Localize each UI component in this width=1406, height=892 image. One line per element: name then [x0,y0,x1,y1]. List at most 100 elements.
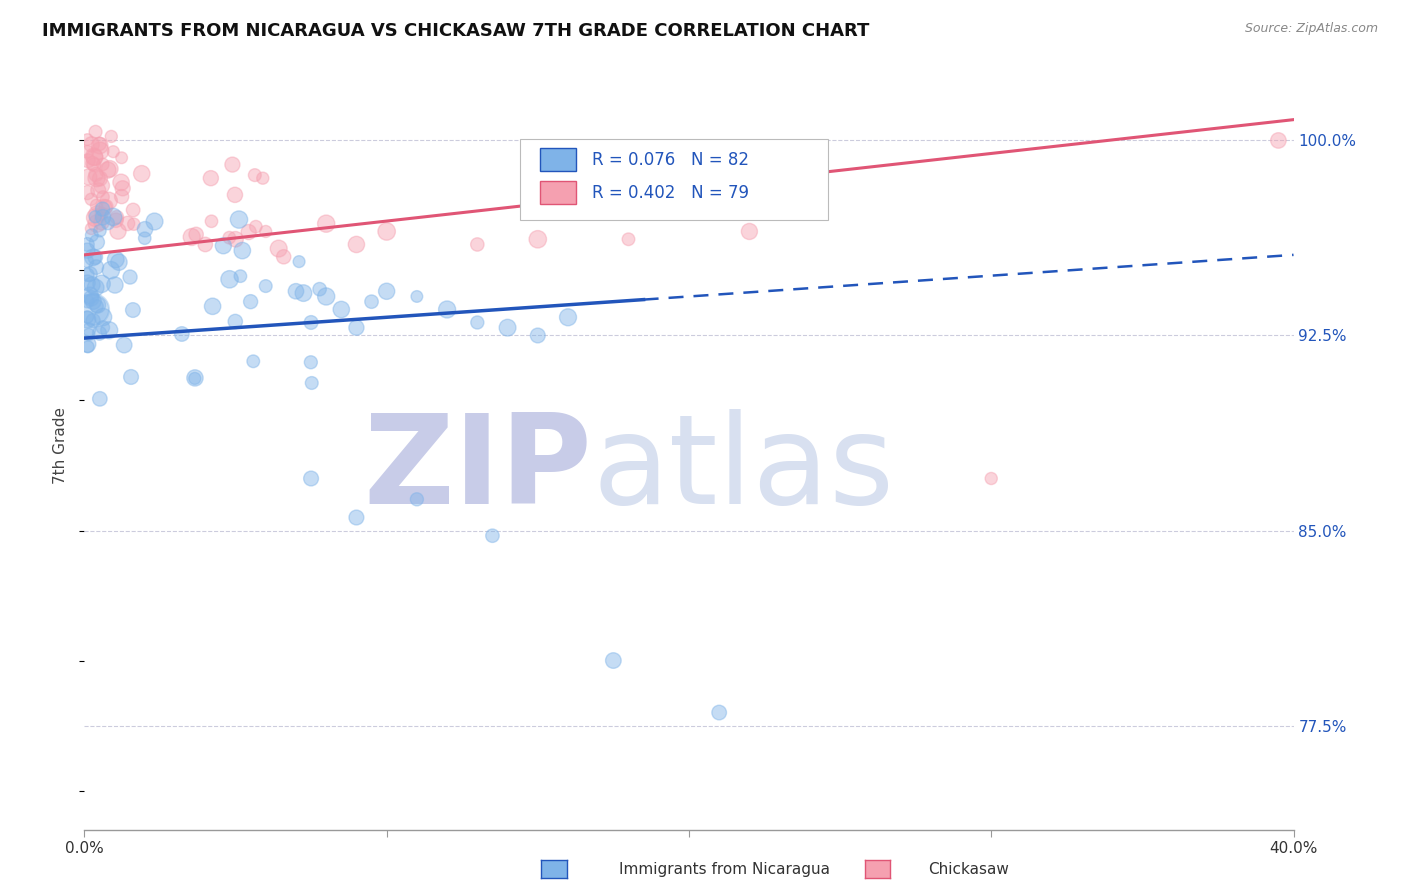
Point [120,370,142,384]
Point [315,217,337,231]
Point [82,302,104,317]
Point [254,224,277,238]
Point [1267,133,1289,147]
Point [184,371,207,385]
Point [82,251,104,265]
Point [194,237,217,252]
Point [980,471,1002,485]
Point [103,145,125,159]
Point [496,320,519,334]
Point [218,230,240,244]
Point [111,151,134,165]
Bar [540,148,576,171]
Point [90,207,112,221]
Point [89,136,111,151]
Point [242,354,264,368]
Point [170,326,193,341]
Point [602,654,624,668]
Point [98,161,121,176]
Point [122,303,145,318]
Point [76,254,98,268]
Point [91,202,114,216]
Point [91,320,114,334]
Point [105,213,128,227]
Point [346,237,368,252]
Point [76,276,98,290]
FancyBboxPatch shape [520,139,828,219]
Point [238,225,260,239]
Point [76,310,98,324]
Point [86,217,108,231]
Point [86,235,108,249]
Text: atlas: atlas [592,409,894,530]
Point [111,181,134,195]
Y-axis label: 7th Grade: 7th Grade [53,408,69,484]
Point [107,224,129,238]
Point [111,189,134,203]
Point [245,219,267,234]
Point [231,244,253,258]
Point [252,171,274,186]
Point [131,167,153,181]
Point [229,269,252,284]
Point [76,186,98,200]
Point [288,254,311,268]
Point [84,211,107,225]
Point [557,310,579,325]
Point [224,314,246,328]
Point [527,328,550,343]
Point [375,224,398,238]
Point [200,214,222,228]
Point [79,267,101,281]
Point [100,263,122,277]
Point [80,291,103,305]
Point [239,294,262,309]
Point [80,137,103,152]
Point [90,215,112,229]
Point [77,169,100,184]
Text: Chickasaw: Chickasaw [928,863,1010,877]
Point [82,156,104,170]
Point [134,222,156,236]
Point [134,231,156,245]
Text: IMMIGRANTS FROM NICARAGUA VS CHICKASAW 7TH GRADE CORRELATION CHART: IMMIGRANTS FROM NICARAGUA VS CHICKASAW 7… [42,22,869,40]
Point [118,270,141,285]
Point [77,153,100,168]
Point [76,244,98,258]
Point [84,280,107,294]
Point [292,286,315,301]
Point [406,492,429,507]
Point [143,214,166,228]
Point [98,323,121,337]
Point [84,250,107,264]
Point [89,144,111,158]
Point [467,237,489,252]
Point [224,187,246,202]
Point [79,288,101,302]
Point [76,294,98,309]
Point [86,207,108,221]
Point [122,202,145,217]
Point [84,125,107,139]
Point [110,175,132,189]
Point [273,250,295,264]
Point [299,471,322,485]
Point [117,216,139,230]
Text: R = 0.076   N = 82: R = 0.076 N = 82 [592,151,749,169]
Point [201,299,224,313]
Point [105,211,128,225]
Text: Immigrants from Nicaragua: Immigrants from Nicaragua [619,863,830,877]
Point [467,316,489,330]
Point [77,322,100,336]
Point [83,150,105,164]
Point [228,212,250,227]
Point [94,200,117,214]
Point [82,277,104,292]
Point [86,299,108,313]
Point [77,327,100,342]
Point [89,326,111,341]
Bar [540,181,576,204]
Point [254,279,277,293]
Point [184,227,207,242]
Point [481,529,503,543]
